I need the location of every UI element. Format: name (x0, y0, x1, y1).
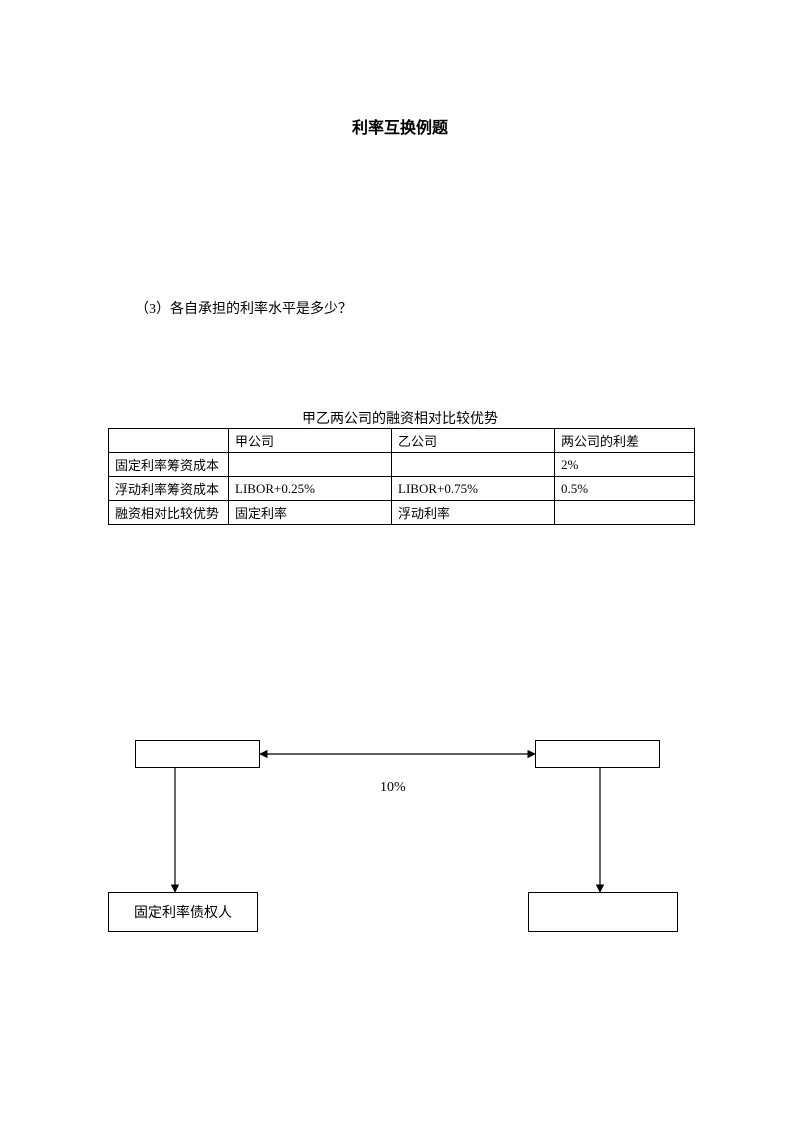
table-header-row: 甲公司 乙公司 两公司的利差 (109, 429, 695, 453)
table-cell: 浮动利率筹资成本 (109, 477, 229, 501)
table-cell (555, 501, 695, 525)
table-header-cell: 两公司的利差 (555, 429, 695, 453)
table-row: 固定利率筹资成本 2% (109, 453, 695, 477)
table-header-cell: 甲公司 (229, 429, 392, 453)
table-cell: LIBOR+0.75% (392, 477, 555, 501)
table-cell: 浮动利率 (392, 501, 555, 525)
table-cell: LIBOR+0.25% (229, 477, 392, 501)
table-cell: 融资相对比较优势 (109, 501, 229, 525)
table-cell: 固定利率筹资成本 (109, 453, 229, 477)
table-cell: 0.5% (555, 477, 695, 501)
table-cell: 2% (555, 453, 695, 477)
table-cell: 固定利率 (229, 501, 392, 525)
table-cell (229, 453, 392, 477)
node-fixed-creditor: 固定利率债权人 (108, 892, 258, 932)
table-header-cell: 乙公司 (392, 429, 555, 453)
table-row: 融资相对比较优势 固定利率 浮动利率 (109, 501, 695, 525)
page-title: 利率互换例题 (0, 114, 800, 138)
question-text: （3）各自承担的利率水平是多少？ (135, 298, 352, 318)
comparison-table: 甲公司 乙公司 两公司的利差 固定利率筹资成本 2% 浮动利率筹资成本 LIBO… (108, 428, 695, 525)
table-caption: 甲乙两公司的融资相对比较优势 (0, 408, 800, 428)
swap-diagram: 固定利率债权人 10% (0, 740, 800, 1000)
node-float-creditor (528, 892, 678, 932)
edge-label-10pct: 10% (380, 780, 406, 796)
table-row: 浮动利率筹资成本 LIBOR+0.25% LIBOR+0.75% 0.5% (109, 477, 695, 501)
table-cell (392, 453, 555, 477)
table-header-cell (109, 429, 229, 453)
node-company-b (535, 740, 660, 768)
node-company-a (135, 740, 260, 768)
diagram-lines (0, 740, 800, 1000)
